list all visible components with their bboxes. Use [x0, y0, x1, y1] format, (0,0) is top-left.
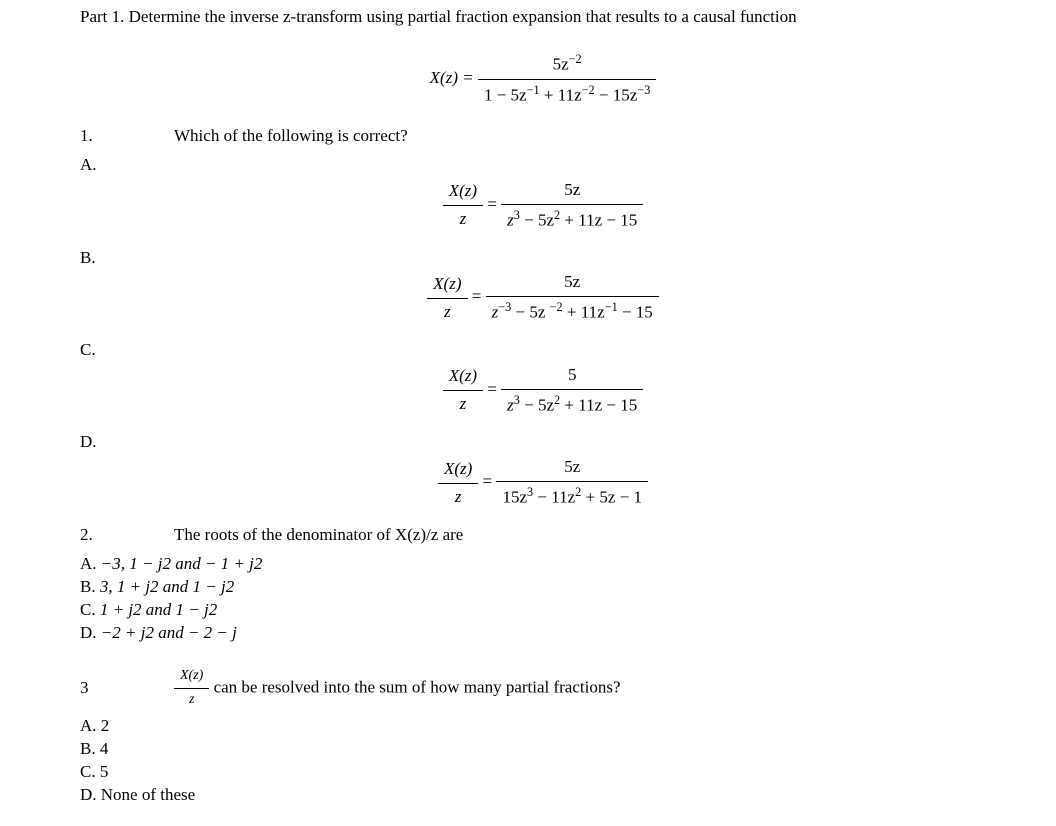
q3-option-d: D. None of these — [80, 784, 1006, 807]
q1-option-b-eq: X(z)z = 5z z−3 − 5z −2 + 11z−1 − 15 — [80, 271, 1006, 325]
q1-option-b-label: B. — [80, 247, 104, 270]
eq-lhs: X(z) = — [430, 68, 478, 87]
q2-number: 2. — [80, 524, 104, 547]
q2-option-d: D. −2 + j2 and − 2 − j — [80, 622, 1006, 645]
q1-option-c-eq: X(z)z = 5 z3 − 5z2 + 11z − 15 — [80, 364, 1006, 418]
q3-option-a: A. 2 — [80, 715, 1006, 738]
q1-option-a-eq: X(z)z = 5z z3 − 5z2 + 11z − 15 — [80, 179, 1006, 233]
eq-fraction: 5z−2 1 − 5z−1 + 11z−2 − 15z−3 — [478, 51, 656, 107]
q1-option-a-label: A. — [80, 154, 104, 177]
q2-option-b: B. 3, 1 + j2 and 1 − j2 — [80, 576, 1006, 599]
eq-denominator: 1 − 5z−1 + 11z−2 − 15z−3 — [478, 80, 656, 108]
page-content: Part 1. Determine the inverse z-transfor… — [0, 0, 1056, 813]
q2-option-c: C. 1 + j2 and 1 − j2 — [80, 599, 1006, 622]
part-intro: Part 1. Determine the inverse z-transfor… — [80, 6, 1006, 29]
q1-option-d-label: D. — [80, 431, 104, 454]
main-equation: X(z) = 5z−2 1 − 5z−1 + 11z−2 − 15z−3 — [80, 51, 1006, 107]
q1-option-c-label: C. — [80, 339, 104, 362]
q2-option-a: A. −3, 1 − j2 and − 1 + j2 — [80, 553, 1006, 576]
q2-text: The roots of the denominator of X(z)/z a… — [174, 524, 463, 547]
question-3: 3 X(z) z can be resolved into the sum of… — [80, 667, 1006, 808]
eq-numerator: 5z−2 — [478, 51, 656, 80]
q3-option-b: B. 4 — [80, 738, 1006, 761]
q3-text-line: X(z) z can be resolved into the sum of h… — [174, 667, 621, 710]
question-1: 1. Which of the following is correct? A.… — [80, 125, 1006, 510]
q1-text: Which of the following is correct? — [174, 125, 408, 148]
q3-number: 3 — [80, 677, 104, 700]
q1-number: 1. — [80, 125, 104, 148]
q3-option-c: C. 5 — [80, 761, 1006, 784]
question-2: 2. The roots of the denominator of X(z)/… — [80, 524, 1006, 645]
q1-option-d-eq: X(z)z = 5z 15z3 − 11z2 + 5z − 1 — [80, 456, 1006, 510]
